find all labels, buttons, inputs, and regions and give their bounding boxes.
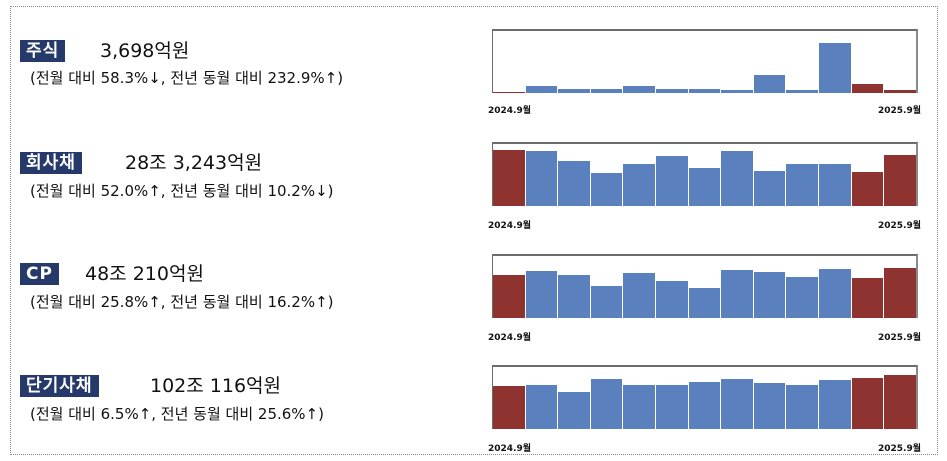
bar-2025.6: [786, 385, 819, 429]
bar-2025.6: [786, 277, 819, 318]
bar-2024.10: [525, 271, 558, 318]
bar-2025.5: [753, 383, 786, 429]
bar-chart: [492, 29, 918, 93]
x-axis-start-label: 2024.9월: [488, 333, 532, 343]
bar-2025.3: [688, 89, 721, 93]
change-text: (전월 대비 58.3%↓, 전년 동월 대비 232.9%↑): [30, 69, 344, 87]
bar-2025.1: [623, 385, 656, 429]
bar-2024.11: [558, 89, 590, 93]
bar-2025.3: [688, 382, 721, 429]
bar-2025.2: [656, 156, 688, 206]
bar-2025.8: [851, 278, 884, 318]
bar-2025.4: [721, 151, 753, 206]
bar-chart: [492, 254, 918, 318]
change-text: (전월 대비 25.8%↑, 전년 동월 대비 16.2%↑): [30, 293, 334, 311]
x-axis-end-label: 2025.9월: [878, 333, 922, 343]
bar-2025.2: [656, 385, 688, 429]
bar-2025.4: [721, 270, 753, 318]
bar-2025.3: [688, 288, 721, 318]
change-text: (전월 대비 52.0%↑, 전년 동월 대비 10.2%↓): [30, 182, 334, 200]
category-tag: 단기사채: [20, 375, 99, 397]
bar-2025.5: [753, 171, 786, 206]
bar-2025.8: [851, 84, 884, 93]
bar-2025.6: [786, 164, 819, 206]
bar-2025.7: [819, 43, 851, 93]
bar-series: [493, 31, 916, 93]
bar-2024.10: [525, 151, 558, 206]
bar-2025.7: [819, 164, 851, 206]
bar-2025.1: [623, 86, 656, 93]
bar-2024.10: [525, 86, 558, 93]
issuance-amount: 48조 210억원: [85, 263, 204, 285]
bar-2025.1: [623, 164, 656, 206]
bar-2024.11: [558, 275, 590, 318]
bar-chart: [492, 142, 918, 206]
x-axis-end-label: 2025.9월: [878, 106, 922, 116]
bar-2024.12: [590, 379, 623, 429]
bar-2025.7: [819, 269, 851, 318]
x-axis-end-label: 2025.9월: [878, 221, 922, 231]
bar-2024.11: [558, 392, 590, 429]
bar-2025.5: [753, 272, 786, 318]
bar-2025.4: [721, 90, 753, 93]
bar-2025.8: [851, 378, 884, 429]
x-axis-start-label: 2024.9월: [488, 444, 532, 454]
bar-2024.12: [590, 286, 623, 318]
bar-2025.6: [786, 90, 819, 93]
bar-2024.12: [590, 173, 623, 206]
bar-2025.9: [884, 155, 916, 206]
bar-2025.1: [623, 273, 656, 318]
bar-2024.9: [493, 386, 525, 429]
bar-2025.7: [819, 380, 851, 429]
issuance-amount: 102조 116억원: [150, 375, 282, 397]
bar-2025.4: [721, 379, 753, 429]
bar-series: [493, 367, 916, 429]
change-text: (전월 대비 6.5%↑, 전년 동월 대비 25.6%↑): [30, 405, 324, 423]
issuance-amount: 3,698억원: [100, 40, 190, 62]
x-axis-end-label: 2025.9월: [878, 444, 922, 454]
bar-series: [493, 144, 916, 206]
bar-2025.2: [656, 89, 688, 93]
issuance-amount: 28조 3,243억원: [125, 152, 263, 174]
bar-chart: [492, 365, 918, 429]
category-tag: CP: [20, 263, 59, 285]
bar-series: [493, 256, 916, 318]
bar-2025.9: [884, 90, 916, 93]
x-axis-start-label: 2024.9월: [488, 221, 532, 231]
bar-2024.9: [493, 150, 525, 206]
bar-2025.5: [753, 74, 786, 93]
category-tag: 회사채: [20, 152, 82, 174]
bar-2024.12: [590, 89, 623, 93]
bar-2025.9: [884, 375, 916, 429]
bar-2024.9: [493, 275, 525, 318]
x-axis-start-label: 2024.9월: [488, 106, 532, 116]
bar-2024.10: [525, 385, 558, 429]
category-tag: 주식: [20, 40, 66, 62]
bar-2025.8: [851, 172, 884, 206]
bar-2025.2: [656, 281, 688, 318]
bar-2025.9: [884, 268, 916, 318]
outer-frame: [10, 6, 938, 455]
bar-2024.11: [558, 161, 590, 206]
bar-2025.3: [688, 168, 721, 206]
bar-2024.9: [493, 92, 525, 93]
